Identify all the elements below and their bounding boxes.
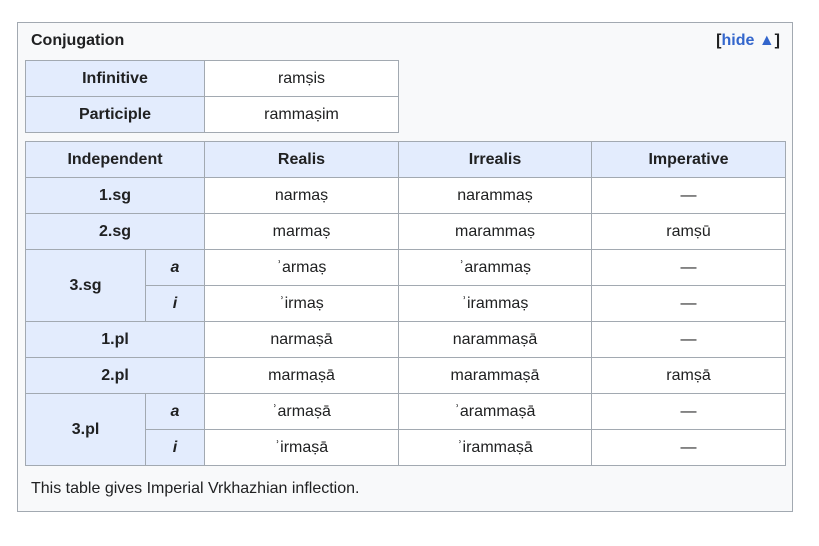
person-3sg: 3.sg <box>25 249 146 322</box>
cell-realis: ʾarmaṣ <box>204 249 399 286</box>
conjugation-box: Conjugation [hide ▲] Infinitive ramṣis P… <box>17 22 793 512</box>
cell-imperative: — <box>591 429 786 466</box>
toggle-close-bracket: ] <box>774 32 780 49</box>
table-row: Participle rammaṣim <box>25 96 399 133</box>
table-row: 1.sg narmaṣ narammaṣ — <box>25 177 786 214</box>
table-row: 2.sg marmaṣ marammaṣ ramṣū <box>25 213 786 250</box>
subrow-a: a <box>145 249 205 286</box>
table-row: 1.pl narmaṣā narammaṣā — <box>25 321 786 358</box>
cell-imperative: — <box>591 321 786 358</box>
cell-realis: ʾirmaṣ <box>204 285 399 322</box>
hide-link[interactable]: hide ▲ <box>721 32 775 49</box>
toggle-open-bracket: [ <box>716 32 722 49</box>
col-header-realis: Realis <box>204 141 399 178</box>
person-1sg: 1.sg <box>25 177 205 214</box>
hide-toggle[interactable]: [hide ▲] <box>716 31 780 50</box>
subrow-i: i <box>145 429 205 466</box>
cell-irrealis: marammaṣā <box>398 357 592 394</box>
table-caption: This table gives Imperial Vrkhazhian inf… <box>31 480 360 497</box>
infinitive-value: ramṣis <box>204 60 399 97</box>
cell-realis: ʾarmaṣā <box>204 393 399 430</box>
person-2pl: 2.pl <box>25 357 205 394</box>
cell-imperative: — <box>591 177 786 214</box>
cell-imperative: ramṣū <box>591 213 786 250</box>
cell-imperative: ramṣā <box>591 357 786 394</box>
cell-imperative: — <box>591 393 786 430</box>
table-header-row: Independent Realis Irrealis Imperative <box>25 141 786 178</box>
cell-irrealis: ʾarammaṣā <box>398 393 592 430</box>
row-header-participle: Participle <box>25 96 205 133</box>
cell-irrealis: ʾirammaṣā <box>398 429 592 466</box>
table-row: 3.sg a ʾarmaṣ ʾarammaṣ — <box>25 249 786 322</box>
box-title: Conjugation <box>31 32 125 49</box>
table-row: 3.pl a ʾarmaṣā ʾarammaṣā — <box>25 393 786 466</box>
row-header-infinitive: Infinitive <box>25 60 205 97</box>
col-header-imperative: Imperative <box>591 141 786 178</box>
person-1pl: 1.pl <box>25 321 205 358</box>
col-header-independent: Independent <box>25 141 205 178</box>
nonfinite-table: Infinitive ramṣis Participle rammaṣim <box>25 60 399 133</box>
cell-realis: narmaṣ <box>204 177 399 214</box>
cell-realis: marmaṣ <box>204 213 399 250</box>
col-header-irrealis: Irrealis <box>398 141 592 178</box>
cell-irrealis: ʾirammaṣ <box>398 285 592 322</box>
cell-realis: ʾirmaṣā <box>204 429 399 466</box>
person-3pl: 3.pl <box>25 393 146 466</box>
cell-imperative: — <box>591 285 786 322</box>
person-2sg: 2.sg <box>25 213 205 250</box>
cell-irrealis: narammaṣ <box>398 177 592 214</box>
table-row: 2.pl marmaṣā marammaṣā ramṣā <box>25 357 786 394</box>
finite-table: Independent Realis Irrealis Imperative 1… <box>25 141 786 466</box>
cell-imperative: — <box>591 249 786 286</box>
cell-irrealis: narammaṣā <box>398 321 592 358</box>
cell-realis: narmaṣā <box>204 321 399 358</box>
subrow-i: i <box>145 285 205 322</box>
cell-irrealis: marammaṣ <box>398 213 592 250</box>
cell-realis: marmaṣā <box>204 357 399 394</box>
table-row: i ʾirmaṣ ʾirammaṣ — <box>26 285 786 322</box>
table-row: Infinitive ramṣis <box>25 60 399 97</box>
subrow-a: a <box>145 393 205 430</box>
table-row: i ʾirmaṣā ʾirammaṣā — <box>26 429 786 466</box>
participle-value: rammaṣim <box>204 96 399 133</box>
cell-irrealis: ʾarammaṣ <box>398 249 592 286</box>
